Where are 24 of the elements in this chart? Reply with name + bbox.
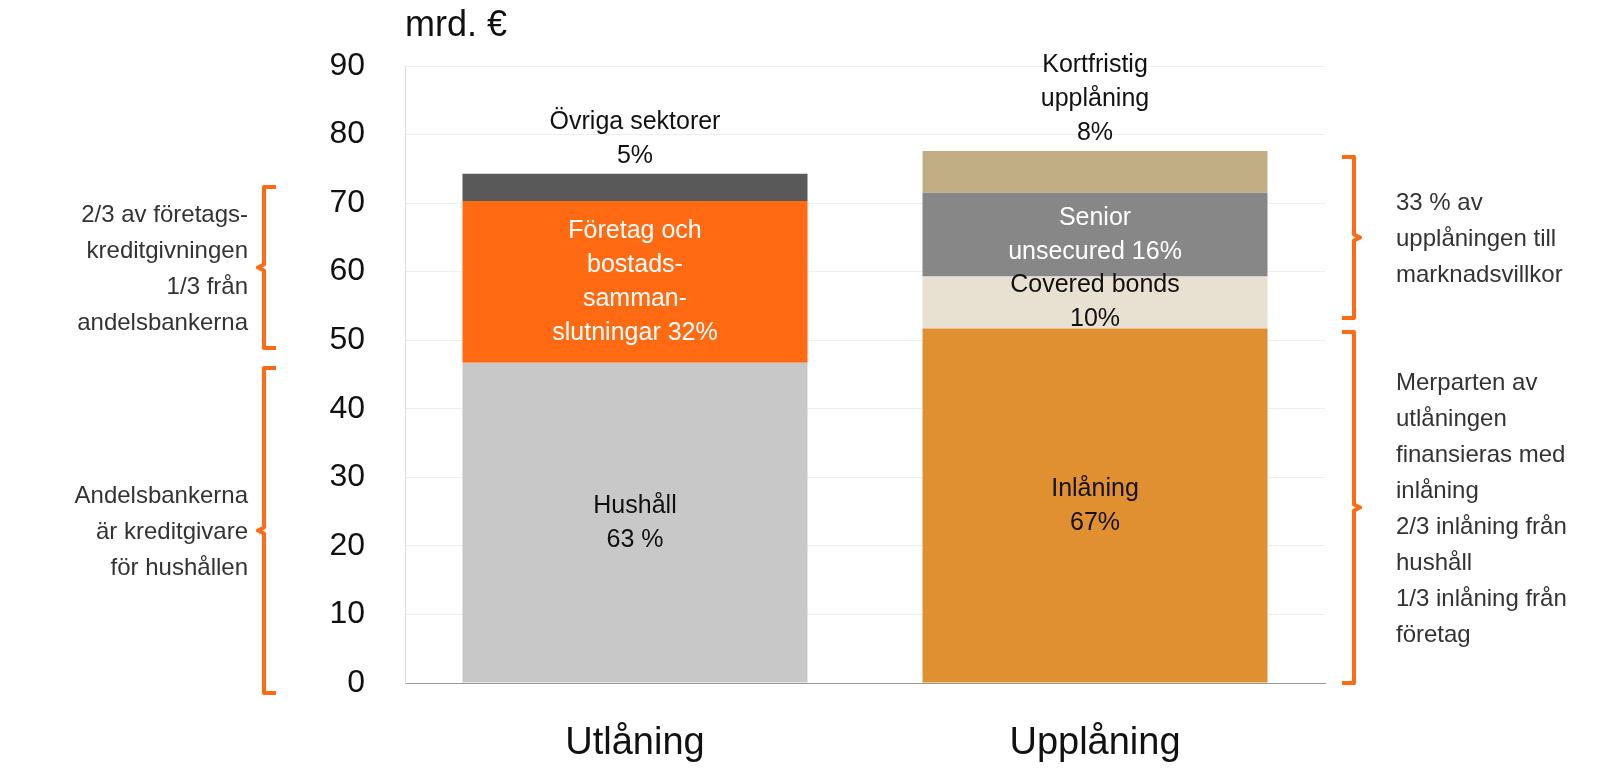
y-tick-label: 70 [329,182,365,219]
text: Merparten av utlåningen finansieras med inlåning 2/3 inlåning från hushåll 1/3 inlåning från företag [1396,366,1567,649]
series-label: Kortfristig upplåning 8% [1040,48,1150,145]
y-tick-label: 90 [329,45,365,82]
y-axis-title: mrd. € [405,2,508,44]
series-label: Inlåning 67% [1051,472,1139,535]
text: Andelsbankerna är kreditgivare för hushållen [74,479,248,582]
y-tick-label: 60 [329,251,365,288]
text: 2/3 av företags- kreditgivningen 1/3 från andelsbankerna [77,198,248,337]
y-tick-label: 40 [329,388,365,425]
text: 33 % av upplåningen till marknadsvillkor [1396,186,1563,289]
y-tick-label: 10 [329,594,365,631]
y-tick-label: 0 [347,662,365,699]
y-tick-label: 20 [329,525,365,562]
y-tick-label: 80 [329,114,365,151]
series-label: Hushåll 63 % [593,489,677,552]
y-tick-label: 50 [329,320,365,357]
series-label: Övriga sektorer 5% [549,105,721,168]
x-tick-label: Utlåning [565,720,705,763]
x-tick-label: Upplåning [1009,720,1181,763]
series-label: Covered bonds 10% [1010,269,1180,332]
series-label: Senior unsecured 16% [1008,201,1182,264]
y-tick-label: 30 [329,457,365,494]
series-label: Företag och bostads- samman- slutningar 32% [552,214,718,345]
